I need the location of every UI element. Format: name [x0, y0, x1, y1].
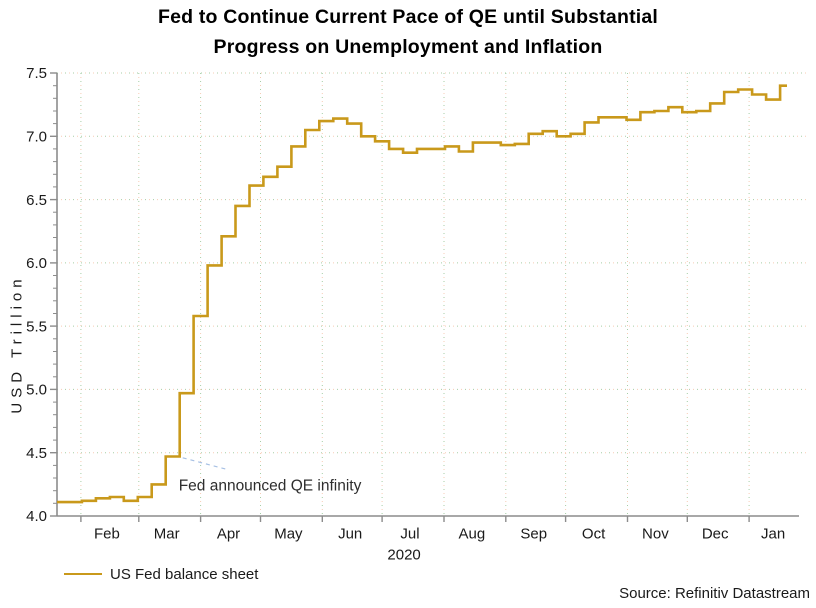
x-month-label: Dec: [702, 526, 729, 543]
y-tick-label: 4.0: [26, 508, 47, 525]
chart-title-line2: Progress on Unemployment and Inflation: [213, 36, 603, 58]
chart-title: Fed to Continue Current Pace of QE until…: [0, 2, 816, 62]
x-month-label: Aug: [459, 526, 486, 543]
x-month-label: May: [274, 526, 303, 543]
legend-label: US Fed balance sheet: [110, 565, 259, 583]
y-tick-label: 5.5: [26, 318, 47, 335]
x-month-label: Nov: [642, 526, 669, 543]
x-month-label: Jan: [761, 526, 785, 543]
y-tick-label: 7.5: [26, 65, 47, 82]
x-month-label: Oct: [582, 526, 606, 543]
y-tick-label: 6.5: [26, 192, 47, 209]
chart-title-line1: Fed to Continue Current Pace of QE until…: [157, 6, 659, 28]
x-month-label: Mar: [154, 526, 180, 543]
annotation-leader-line: [182, 457, 229, 471]
x-month-label: Sep: [520, 526, 547, 543]
x-month-label: Feb: [94, 526, 120, 543]
series-line-us-fed-balance-sheet: [57, 84, 787, 504]
y-tick-label: 6.0: [26, 255, 47, 272]
y-tick-label: 4.5: [26, 445, 47, 462]
x-year-label: 2020: [387, 547, 420, 564]
annotation-text: Fed announced QE infinity: [179, 478, 362, 495]
x-month-label: Jun: [338, 526, 362, 543]
y-tick-label: 7.0: [26, 129, 47, 146]
legend: US Fed balance sheet: [64, 565, 258, 583]
legend-line-swatch: [64, 573, 102, 575]
x-month-label: Apr: [217, 526, 240, 543]
y-tick-label: 5.0: [26, 382, 47, 399]
x-month-label: Jul: [400, 526, 419, 543]
source-credit: Source: Refinitiv Datastream: [619, 585, 810, 602]
